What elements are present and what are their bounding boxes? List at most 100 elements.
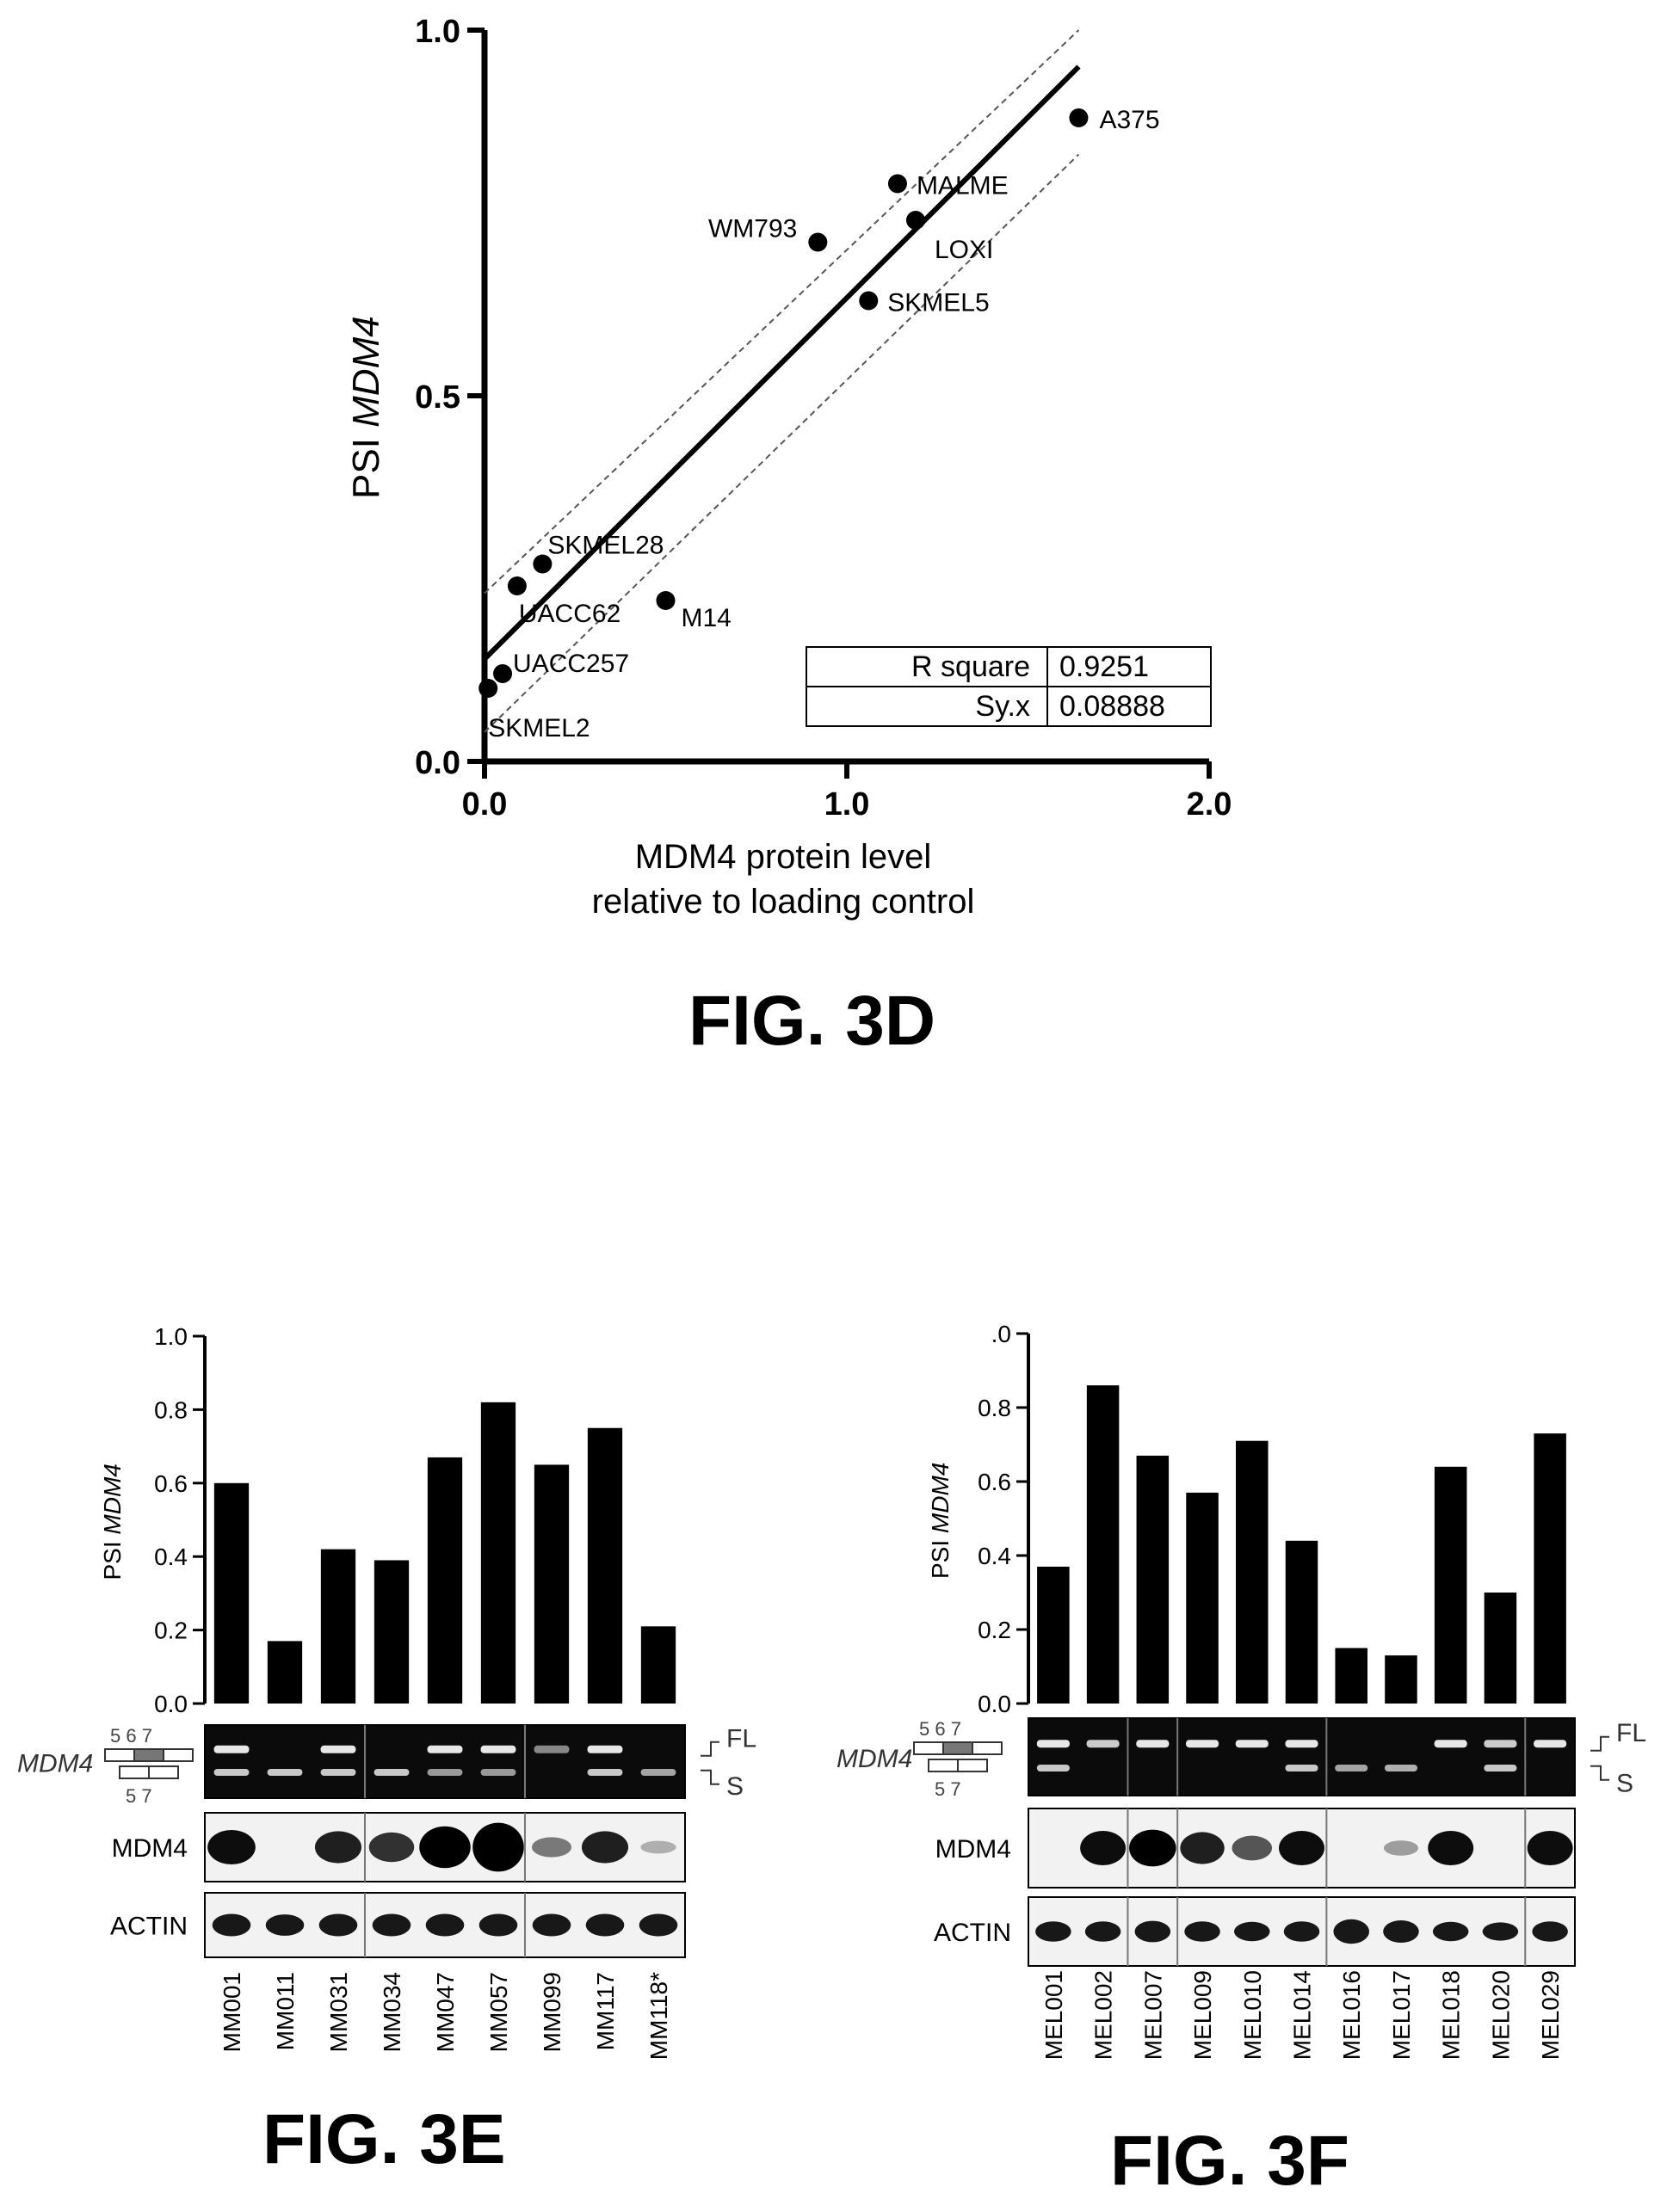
fig-3e-actin-band	[425, 1913, 465, 1937]
fig-3d-point-label: A375	[1099, 106, 1159, 134]
fig-3d-point-label: UACC62	[519, 600, 620, 628]
fig-3f-exon-5-box	[913, 1741, 944, 1755]
fig-3f-gel-band-fl	[1086, 1740, 1120, 1748]
fig-3f-gel-band-fl	[1534, 1740, 1567, 1748]
fig-3e-gel-band-fl	[427, 1745, 463, 1753]
fig-3d-data-point	[859, 291, 879, 311]
fig-3f-gel-band-fl	[1136, 1740, 1170, 1748]
fig-3e-sample-label: MM047	[432, 1972, 459, 2052]
fig-3f-gel-band-fl	[1036, 1740, 1070, 1748]
fig-3d-point-label: WM793	[708, 215, 797, 243]
fig-3f-exon-numbers-bottom: 5 7	[935, 1778, 961, 1800]
fig-3f-actin-band	[1333, 1919, 1370, 1944]
fig-3f-bar	[1086, 1385, 1120, 1704]
fig-3e-actin-label: ACTIN	[110, 1913, 188, 1941]
fig-3f-sample-label: MEL017	[1388, 1970, 1415, 2060]
fig-3d-x-tick-label: 0.0	[462, 786, 508, 823]
fig-3f-actin-band	[1532, 1921, 1568, 1942]
fig-3d-x-tick-label: 1.0	[824, 786, 870, 823]
fig-3f-gel-band-fl	[1235, 1740, 1269, 1748]
fig-3e-actin-band	[212, 1913, 251, 1937]
fig-3e-actin-band	[265, 1914, 305, 1936]
fig-3e-mdm4-protein-band	[314, 1831, 362, 1864]
fig-3e-exon-5-box	[104, 1748, 135, 1762]
fig-3f-actin-band	[1134, 1920, 1171, 1943]
fig-3f-y-tick-label: .0	[991, 1321, 1011, 1347]
fig-3e-gel-band-s	[640, 1769, 676, 1776]
fig-3e-gel-band-s	[373, 1769, 410, 1776]
fig-3f-actin-band	[1283, 1921, 1320, 1942]
fig-3f-exon-numbers-top: 5 6 7	[919, 1718, 961, 1740]
fig-3d-data-point	[1069, 108, 1089, 127]
fig-3e-actin-band	[585, 1913, 625, 1937]
fig-3d-data-point	[533, 554, 553, 574]
fig-3e-bar	[213, 1482, 250, 1704]
fig-3f-sample-label: MEL010	[1239, 1970, 1266, 2060]
fig-3d-data-point	[656, 591, 676, 610]
fig-3d-stats-label: R square	[911, 650, 1030, 683]
fig-3f-bar	[1385, 1655, 1417, 1704]
fig-3f-sample-label: MEL014	[1289, 1970, 1316, 2060]
fig-3e-fl-marker: FL	[726, 1725, 756, 1753]
fig-3f-mdm4-protein-band	[1080, 1831, 1127, 1865]
fig-3e-sample-label: MM117	[592, 1972, 619, 2050]
fig-3e-gel-band-s	[267, 1769, 303, 1776]
fig-3f-actin-band	[1084, 1921, 1121, 1942]
fig-3e-sample-label: MM057	[485, 1972, 512, 2052]
fig-3f-mdm4-protein-band	[1428, 1831, 1474, 1865]
fig-3f-rtpcr-gel	[1028, 1717, 1576, 1796]
fig-3d-data-point	[478, 679, 498, 698]
fig-3d-y-tick-label: 0.0	[415, 745, 460, 781]
fig-3f-sample-label: MEL009	[1189, 1970, 1216, 2060]
fig-3f-s-marker: S	[1616, 1770, 1633, 1798]
fig-3e-bar	[534, 1464, 570, 1704]
fig-3e-bar	[480, 1402, 516, 1704]
fig-3d-point-label: LOXI	[935, 236, 993, 264]
fig-3e-sample-label: MM031	[325, 1972, 352, 2052]
fig-3f-bar	[1285, 1540, 1318, 1704]
fig-3f-y-tick-label: 0.2	[978, 1617, 1011, 1643]
fig-3e-mdm4-western-blot	[204, 1812, 686, 1882]
fig-3d-point-label: MALME	[917, 172, 1009, 200]
fig-3f-y-tick-label: 0.0	[978, 1691, 1011, 1717]
fig-3e-actin-band	[639, 1913, 678, 1937]
fig-3f-exon-7-box	[972, 1741, 1003, 1755]
fig-3e-sample-label: MM011	[272, 1972, 299, 2050]
fig-3f-mdm4-protein-band	[1279, 1831, 1324, 1865]
fig-3d-regression-line	[482, 65, 1081, 662]
fig-3e-bar	[587, 1427, 623, 1704]
fig-3f-sample-label: MEL018	[1438, 1970, 1465, 2060]
fig-3e-actin-band	[372, 1913, 411, 1937]
fig-3e-exon-7-short-box	[148, 1765, 179, 1779]
fig-3d-point-label: SKMEL5	[887, 289, 989, 317]
fig-3e-mdm4-protein-band	[531, 1837, 572, 1858]
fig-3f-gel-band-s	[1384, 1765, 1418, 1771]
fig-3f-exon-6-box	[942, 1741, 973, 1755]
fig-3e-exon-6-box	[133, 1748, 164, 1762]
fig-3d-y-axis-label: PSI MDM4	[345, 316, 387, 499]
fig-3e-y-label-gene: MDM4	[99, 1463, 126, 1534]
fig-3d-y-tick-label: 0.5	[415, 379, 460, 416]
fig-3d-point-label: UACC257	[513, 650, 629, 678]
fig-3f-actin-label: ACTIN	[934, 1919, 1011, 1947]
fig-3f-actin-band	[1035, 1921, 1071, 1942]
fig-3f-exon-5-short-box	[928, 1759, 959, 1772]
fig-3f-actin-band	[1482, 1922, 1519, 1941]
fig-3e-gel-band-s	[587, 1769, 623, 1776]
fig-3f-sample-label: MEL007	[1139, 1970, 1166, 2060]
fig-3f-s-bracket	[1590, 1765, 1609, 1781]
fig-3e-y-tick-label: 0.2	[154, 1617, 188, 1644]
fig-3d-y-label-prefix: PSI	[345, 428, 387, 499]
fig-3e-y-tick-label: 0.0	[154, 1691, 188, 1717]
fig-3d-y-label-gene: MDM4	[345, 316, 387, 428]
fig-3e-mdm4-protein-band	[419, 1826, 471, 1869]
fig-3e-y-tick-label: 1.0	[154, 1323, 188, 1350]
fig-3e-exon-numbers-bottom: 5 7	[126, 1785, 152, 1807]
fig-3f-bar	[1434, 1466, 1467, 1704]
fig-3e-s-marker: S	[726, 1772, 744, 1801]
fig-3d-ci-upper-line	[484, 29, 1080, 595]
fig-3e-mdm4-transcript-label: MDM4	[17, 1750, 93, 1778]
fig-3e-gel-band-fl	[534, 1745, 570, 1753]
fig-3d-x-tick-label: 2.0	[1187, 786, 1232, 823]
fig-3e-y-axis-label: PSI MDM4	[99, 1463, 126, 1580]
